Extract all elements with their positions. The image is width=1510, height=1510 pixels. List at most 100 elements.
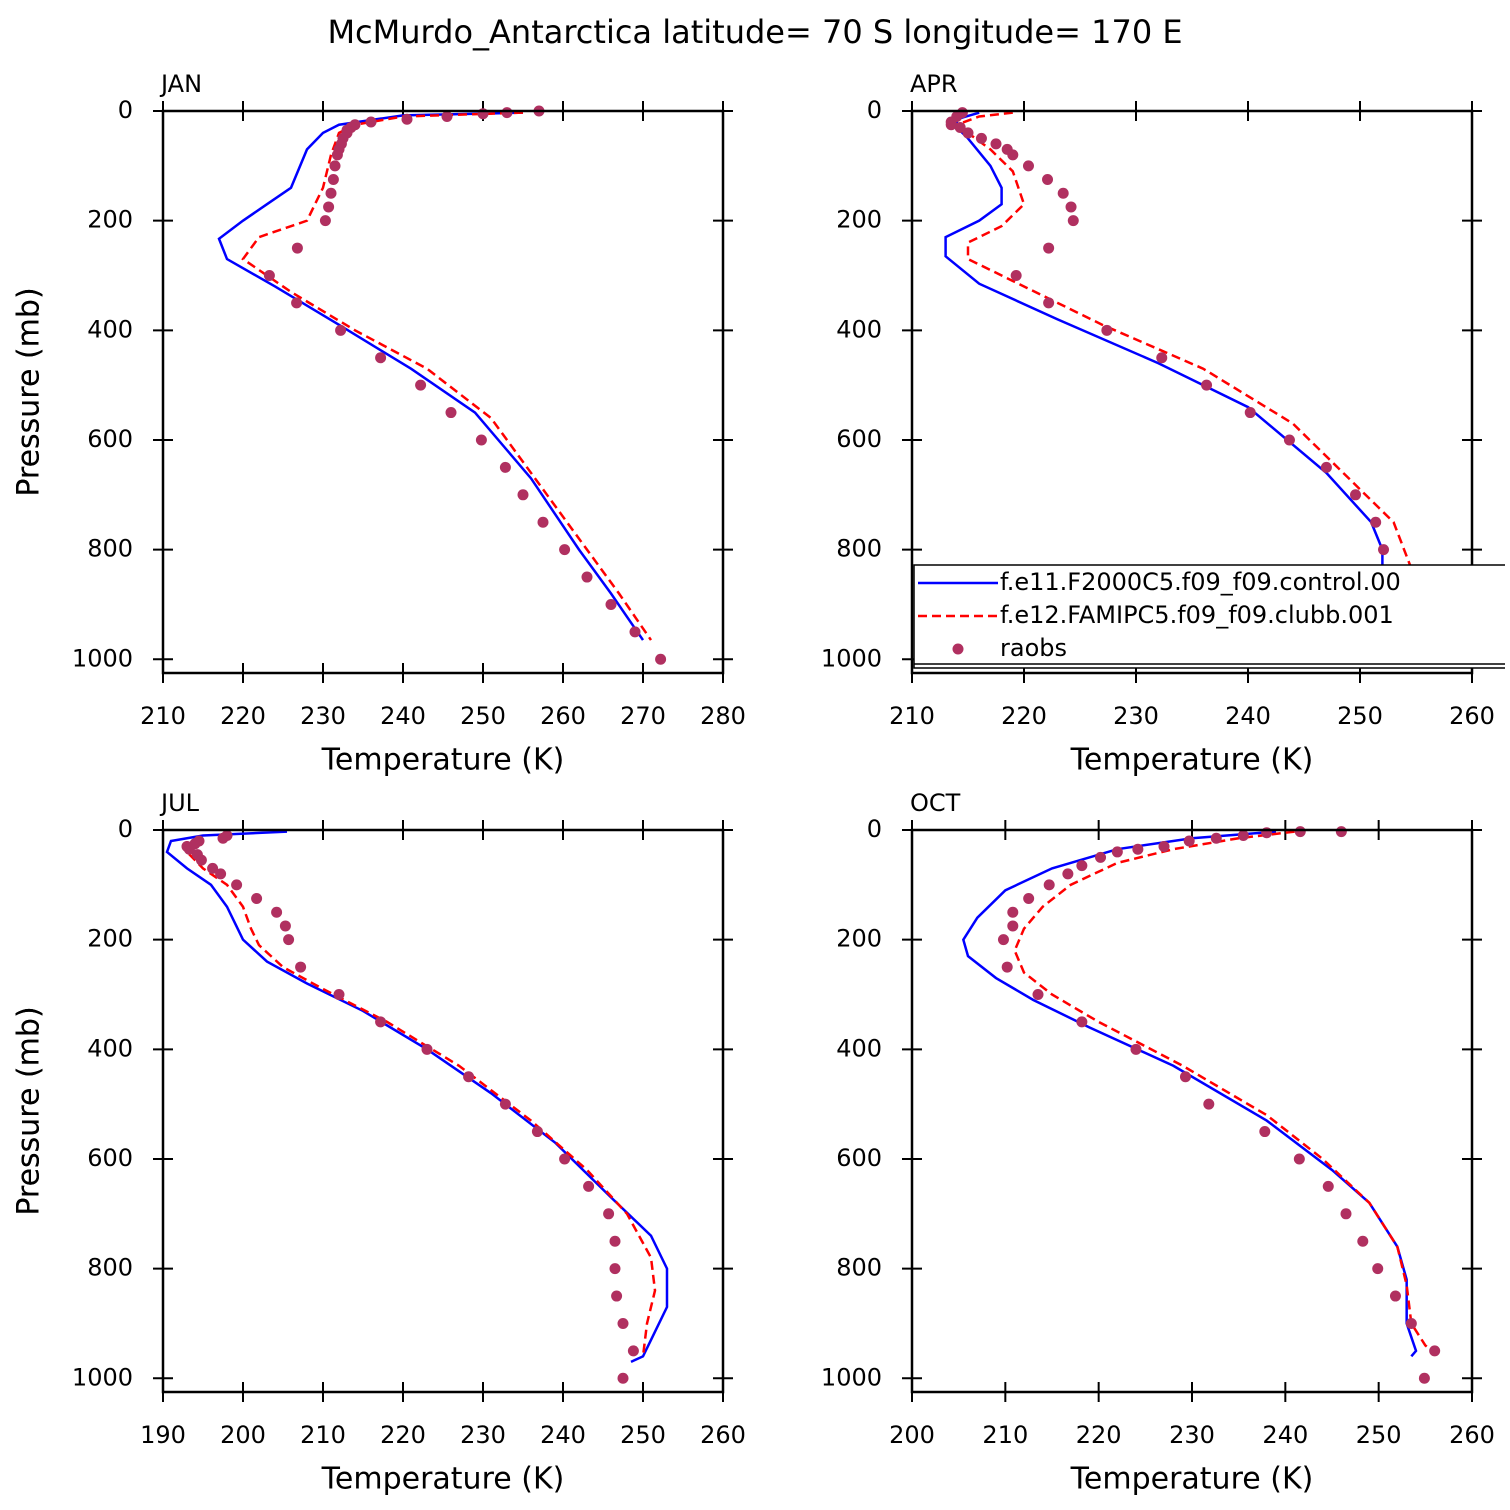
data-point xyxy=(1203,1098,1215,1110)
data-point xyxy=(1111,846,1123,858)
x-tick-label: 190 xyxy=(140,1421,186,1449)
data-line xyxy=(961,830,1418,1358)
data-point xyxy=(1259,1126,1271,1138)
x-tick-label: 260 xyxy=(700,1421,746,1449)
data-point xyxy=(1405,1317,1417,1329)
data-point xyxy=(331,149,343,161)
y-tick-label: 1000 xyxy=(72,644,133,672)
panel: JUL 190 200 210 220 230 240 250 260 0 200 400 600 800… xyxy=(12,789,746,1497)
data-point xyxy=(1007,149,1019,161)
x-tick-label: 220 xyxy=(1001,702,1047,730)
data-point xyxy=(629,626,641,638)
data-point xyxy=(1294,826,1306,838)
x-tick-label: 210 xyxy=(889,702,935,730)
legend-box xyxy=(913,564,1505,669)
data-point xyxy=(1065,201,1077,213)
panel: APR 210 220 230 240 250 260 0 200 400 600 800 1000 Te… xyxy=(12,70,1495,778)
x-tick-label: 280 xyxy=(700,702,746,730)
plot-frame xyxy=(910,828,1474,1394)
y-tick-label: 200 xyxy=(836,206,882,234)
x-tick-label: 200 xyxy=(889,1421,935,1449)
data-point xyxy=(1418,1372,1430,1384)
data-point xyxy=(605,598,617,610)
data-point xyxy=(1293,1153,1305,1165)
y-tick-label: 1000 xyxy=(821,644,882,672)
data-point xyxy=(291,297,303,309)
data-point xyxy=(617,1317,629,1329)
plot-frame xyxy=(161,828,725,1394)
y-tick-label: 400 xyxy=(87,315,133,343)
data-point xyxy=(1043,879,1055,891)
data-line xyxy=(185,840,657,1357)
data-point xyxy=(279,920,291,932)
data-point xyxy=(559,544,571,556)
data-point xyxy=(627,1345,639,1357)
data-point xyxy=(617,1372,629,1384)
data-point xyxy=(1001,961,1013,973)
data-point xyxy=(990,138,1002,150)
data-point xyxy=(1022,160,1034,172)
data-point xyxy=(1429,1345,1441,1357)
x-tick-label: 260 xyxy=(1449,702,1495,730)
data-point xyxy=(319,215,331,227)
data-point xyxy=(1007,906,1019,918)
legend: f.e11.F2000C5.f09_f09.control.00 f.e12.FA… xyxy=(913,564,1505,669)
x-axis-label: Temperature (K) xyxy=(1070,743,1314,778)
data-point xyxy=(401,113,413,125)
data-point xyxy=(333,988,345,1000)
legend-label: f.e12.FAMIPC5.f09_f09.clubb.001 xyxy=(1000,601,1394,629)
data-point xyxy=(1370,516,1382,528)
data-point xyxy=(501,107,513,119)
chart-title: McMurdo_Antarctica latitude= 70 S longit… xyxy=(327,13,1182,51)
legend-label: f.e11.F2000C5.f09_f09.control.00 xyxy=(1000,568,1401,596)
data-point xyxy=(231,879,243,891)
data-point xyxy=(283,934,295,946)
data-point xyxy=(1350,489,1362,501)
data-point xyxy=(295,961,307,973)
x-tick-label: 260 xyxy=(1449,1421,1495,1449)
y-tick-label: 600 xyxy=(87,1144,133,1172)
data-point xyxy=(1210,832,1222,844)
data-point xyxy=(207,862,219,874)
panel-label: OCT xyxy=(910,789,961,817)
data-point xyxy=(375,352,387,364)
data-point xyxy=(323,201,335,213)
data-point xyxy=(1322,1180,1334,1192)
data-point xyxy=(1179,1071,1191,1083)
y-tick-label: 800 xyxy=(87,535,133,563)
data-point xyxy=(1158,840,1170,852)
data-point xyxy=(1032,988,1044,1000)
y-tick-label: 400 xyxy=(87,1034,133,1062)
data-point xyxy=(1101,324,1113,336)
data-line xyxy=(241,111,653,641)
data-point xyxy=(1130,1043,1142,1055)
y-axis-label: Pressure (mb) xyxy=(12,287,47,496)
data-point xyxy=(1043,297,1055,309)
x-tick-label: 220 xyxy=(1076,1421,1122,1449)
data-point xyxy=(1042,174,1054,186)
x-tick-label: 250 xyxy=(460,702,506,730)
data-point xyxy=(441,110,453,122)
x-tick-label: 200 xyxy=(220,1421,266,1449)
data-point xyxy=(421,1043,433,1055)
y-tick-label: 600 xyxy=(87,425,133,453)
data-point xyxy=(1007,920,1019,932)
data-point xyxy=(325,187,337,199)
data-point xyxy=(195,854,207,866)
data-point xyxy=(1010,269,1022,281)
legend-label: raobs xyxy=(1000,634,1067,662)
data-point xyxy=(1244,407,1256,419)
data-point xyxy=(1183,835,1195,847)
data-point xyxy=(1076,860,1088,872)
y-tick-label: 1000 xyxy=(72,1363,133,1391)
data-point xyxy=(1023,893,1035,905)
data-point xyxy=(583,1180,595,1192)
data-point xyxy=(611,1290,623,1302)
x-tick-label: 240 xyxy=(380,702,426,730)
data-point xyxy=(271,906,283,918)
plot-frame xyxy=(161,109,725,675)
data-point xyxy=(1132,843,1144,855)
data-point xyxy=(215,868,227,880)
legend-marker xyxy=(952,643,964,655)
